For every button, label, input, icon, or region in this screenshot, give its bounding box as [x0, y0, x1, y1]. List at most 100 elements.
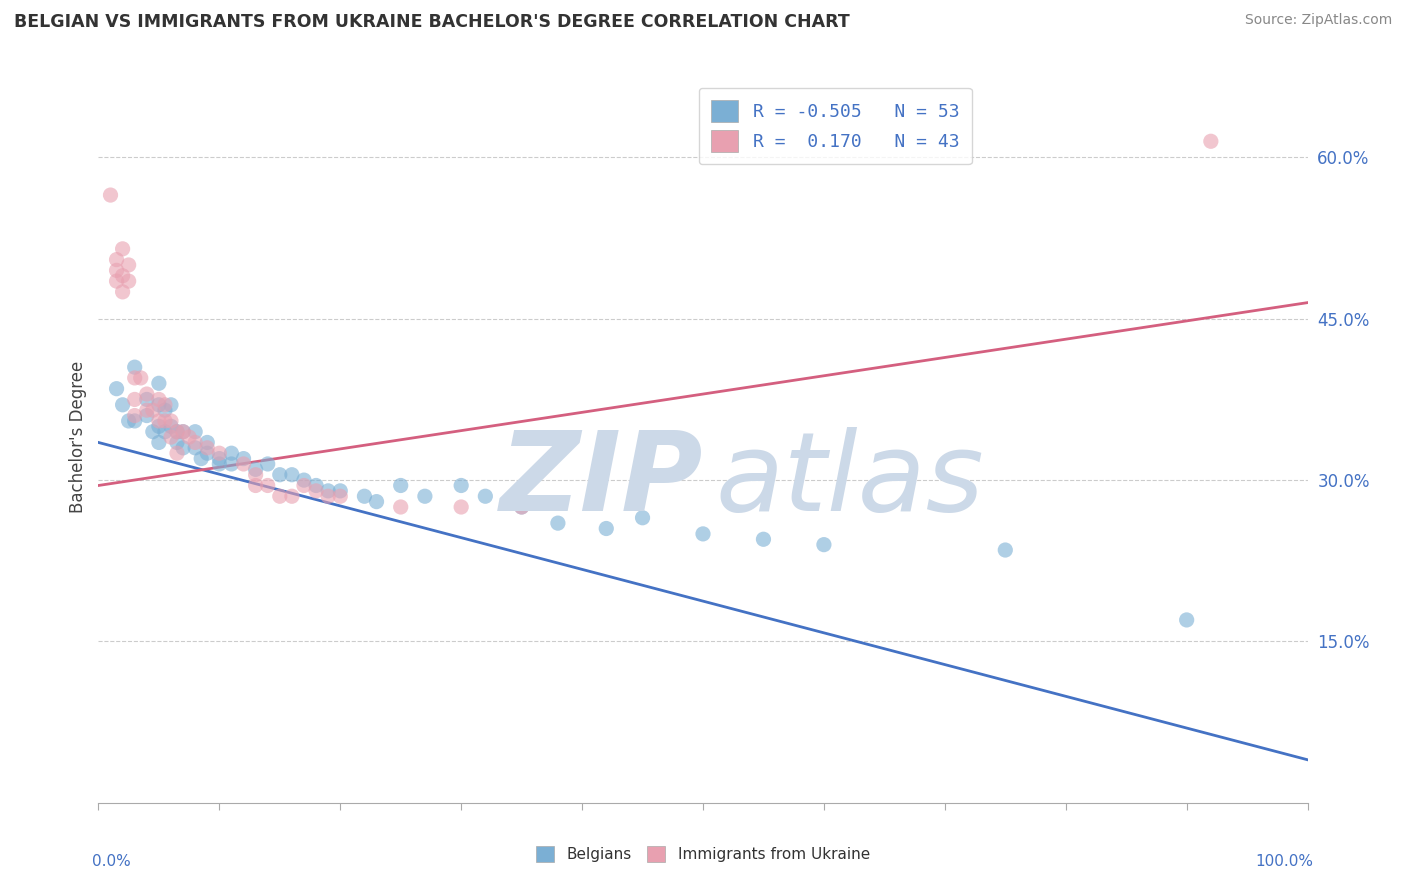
Text: Source: ZipAtlas.com: Source: ZipAtlas.com [1244, 13, 1392, 28]
Y-axis label: Bachelor's Degree: Bachelor's Degree [69, 361, 87, 513]
Text: atlas: atlas [716, 427, 984, 534]
Point [118, 258, 141, 272]
Point [292, 473, 315, 487]
Point [135, 392, 157, 407]
Text: 0.0%: 0.0% [93, 854, 131, 869]
Point [245, 478, 267, 492]
Point [166, 425, 188, 439]
Point [256, 457, 278, 471]
Point [148, 419, 170, 434]
Point [208, 451, 231, 466]
Point [172, 425, 194, 439]
Point [172, 425, 194, 439]
Point [269, 489, 291, 503]
Point [142, 403, 165, 417]
Point [305, 483, 328, 498]
Point [245, 462, 267, 476]
Text: ZIP: ZIP [499, 427, 703, 534]
Point [1175, 613, 1198, 627]
Point [195, 446, 218, 460]
Point [195, 435, 218, 450]
Point [316, 489, 339, 503]
Point [389, 478, 412, 492]
Point [135, 387, 157, 401]
Point [153, 398, 176, 412]
Point [752, 533, 775, 547]
Point [166, 425, 188, 439]
Point [148, 414, 170, 428]
Point [329, 483, 352, 498]
Point [118, 414, 141, 428]
Point [124, 392, 146, 407]
Point [118, 274, 141, 288]
Point [1199, 134, 1222, 148]
Point [124, 414, 146, 428]
Point [208, 457, 231, 471]
Point [111, 268, 134, 283]
Point [510, 500, 533, 514]
Point [111, 285, 134, 299]
Point [148, 392, 170, 407]
Point [232, 451, 254, 466]
Point [195, 441, 218, 455]
Point [269, 467, 291, 482]
Point [450, 478, 472, 492]
Point [148, 376, 170, 391]
Point [124, 409, 146, 423]
Point [184, 441, 207, 455]
Point [329, 489, 352, 503]
Point [111, 398, 134, 412]
Point [221, 446, 243, 460]
Point [124, 360, 146, 375]
Point [353, 489, 375, 503]
Point [474, 489, 496, 503]
Point [153, 414, 176, 428]
Point [135, 403, 157, 417]
Point [148, 435, 170, 450]
Point [208, 446, 231, 460]
Point [994, 543, 1017, 558]
Point [305, 478, 328, 492]
Legend: Belgians, Immigrants from Ukraine: Belgians, Immigrants from Ukraine [530, 840, 876, 868]
Point [389, 500, 412, 514]
Point [124, 371, 146, 385]
Point [510, 500, 533, 514]
Point [160, 414, 183, 428]
Point [160, 430, 183, 444]
Point [148, 398, 170, 412]
Point [105, 252, 128, 267]
Point [105, 274, 128, 288]
Point [221, 457, 243, 471]
Point [547, 516, 569, 530]
Point [160, 398, 183, 412]
Point [232, 457, 254, 471]
Point [153, 403, 176, 417]
Point [245, 467, 267, 482]
Point [172, 441, 194, 455]
Point [111, 242, 134, 256]
Point [256, 478, 278, 492]
Point [105, 263, 128, 277]
Point [135, 409, 157, 423]
Point [631, 510, 654, 524]
Point [450, 500, 472, 514]
Point [105, 382, 128, 396]
Point [316, 483, 339, 498]
Point [166, 435, 188, 450]
Point [153, 425, 176, 439]
Point [129, 371, 152, 385]
Point [595, 521, 617, 535]
Point [184, 435, 207, 450]
Point [179, 430, 201, 444]
Point [100, 188, 122, 202]
Point [142, 425, 165, 439]
Point [281, 489, 304, 503]
Point [166, 446, 188, 460]
Point [692, 527, 714, 541]
Point [160, 419, 183, 434]
Point [813, 538, 835, 552]
Point [292, 478, 315, 492]
Point [281, 467, 304, 482]
Point [366, 494, 388, 508]
Point [190, 451, 212, 466]
